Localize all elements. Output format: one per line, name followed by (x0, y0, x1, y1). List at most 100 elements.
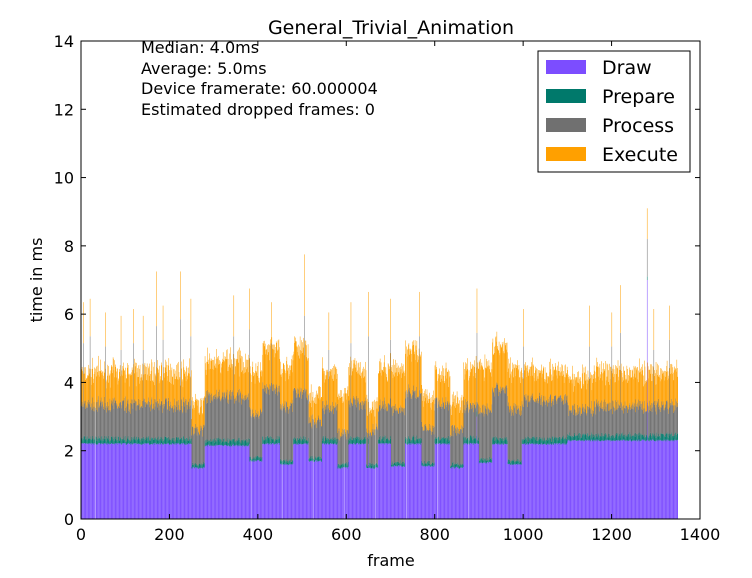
bar-segment-prepare (496, 436, 498, 445)
bar-segment-draw (481, 463, 483, 519)
bar-segment-execute (276, 342, 277, 387)
bar-segment-draw (196, 468, 198, 519)
bar-segment-prepare (514, 461, 516, 464)
bar-segment-draw (434, 443, 436, 519)
frame-bar (247, 359, 249, 519)
bar-segment-process (134, 401, 136, 440)
bar-segment-process (500, 386, 501, 438)
bar-segment-draw (83, 443, 85, 519)
bar-segment-draw (171, 444, 173, 519)
bar-segment-process (287, 413, 289, 464)
frame-bar (122, 366, 124, 519)
bar-segment-prepare (322, 436, 324, 444)
bar-segment-execute (255, 370, 256, 416)
bar-segment-execute (171, 367, 173, 408)
bar-segment-process (111, 403, 112, 437)
bar-segment-draw (431, 465, 432, 519)
bar-segment-prepare (513, 460, 514, 466)
bar-segment-process (455, 429, 457, 464)
bar-segment-execute (432, 399, 434, 428)
frame-bar (513, 364, 514, 519)
frame-bar (375, 401, 377, 519)
bar-segment-draw (519, 463, 520, 519)
frame-bar (504, 338, 505, 519)
frame-bar (257, 361, 259, 519)
bar-segment-process (495, 387, 496, 437)
bar-segment-draw (432, 466, 434, 519)
bar-segment-process (248, 399, 249, 439)
bar-segment-process (131, 404, 133, 442)
bar-segment-process (425, 426, 427, 464)
frame-bar (268, 360, 270, 519)
bar-segment-process (422, 426, 423, 464)
bar-segment-execute (436, 367, 437, 398)
bar-segment-process (289, 405, 291, 460)
bar-segment-process (405, 391, 406, 437)
bar-segment-execute (214, 356, 215, 395)
frame-bar (277, 340, 279, 519)
frame-bar (314, 403, 316, 519)
bar-segment-process (414, 390, 416, 437)
bar-segment-execute (377, 401, 379, 431)
bar-segment-draw (153, 443, 154, 519)
bar-segment-draw (270, 444, 272, 519)
bar-segment-process (199, 425, 201, 465)
bar-segment-process (366, 432, 367, 465)
bar-segment-execute (247, 367, 248, 398)
bar-segment-prepare (225, 441, 226, 445)
bar-segment-execute (359, 362, 361, 402)
bar-segment-draw (454, 468, 455, 519)
frame-bar (117, 384, 119, 519)
bar-segment-execute (435, 361, 437, 398)
bar-segment-execute (176, 379, 178, 411)
frame-bar (495, 337, 496, 519)
bar-segment-draw (363, 443, 365, 519)
bar-segment-process (340, 432, 342, 465)
frame-bar (352, 371, 353, 519)
bar-segment-draw (348, 444, 350, 519)
bar-segment-prepare (326, 439, 327, 444)
bar-segment-draw (220, 444, 221, 519)
bar-segment-process (523, 407, 525, 441)
frame-bar (98, 355, 99, 519)
bar-segment-prepare (180, 439, 181, 445)
bar-segment-process (296, 397, 298, 442)
frame-bar (121, 374, 122, 519)
bar-segment-process (102, 404, 103, 441)
bar-segment-process (465, 399, 466, 437)
bar-segment-execute (199, 412, 200, 436)
bar-segment-draw (111, 444, 113, 519)
bar-segment-prepare (484, 458, 485, 463)
bar-segment-prepare (512, 460, 514, 465)
bar-segment-process (241, 398, 242, 440)
frame-bar (398, 374, 400, 519)
bar-segment-draw (173, 443, 174, 519)
bar-segment-process (511, 415, 513, 462)
bar-segment-prepare (450, 466, 451, 469)
frame-bar (241, 356, 243, 519)
bar-segment-process (297, 394, 298, 438)
frame-bar (410, 348, 411, 519)
bar-segment-prepare (443, 438, 444, 445)
bar-segment-execute (474, 367, 476, 405)
bar-segment-process (164, 406, 165, 437)
frame-bar (212, 369, 213, 519)
bar-segment-process (201, 427, 202, 464)
bar-segment-execute (114, 377, 116, 403)
bar-segment-prepare (330, 437, 332, 444)
frame-bar (409, 354, 411, 519)
bar-segment-draw (211, 444, 212, 519)
bar-segment-execute (294, 342, 296, 388)
bar-segment-execute (399, 372, 401, 409)
bar-segment-process (452, 436, 454, 467)
bar-segment-prepare (157, 437, 158, 444)
bar-segment-prepare (198, 464, 199, 469)
bar-segment-process (232, 392, 234, 440)
bar-segment-prepare (168, 436, 170, 444)
bar-segment-process (233, 403, 235, 443)
bar-segment-prepare (355, 437, 356, 445)
bar-segment-execute (328, 312, 330, 350)
bar-segment-execute (473, 376, 475, 413)
bar-segment-process (106, 412, 107, 442)
bar-segment-draw (140, 444, 142, 519)
